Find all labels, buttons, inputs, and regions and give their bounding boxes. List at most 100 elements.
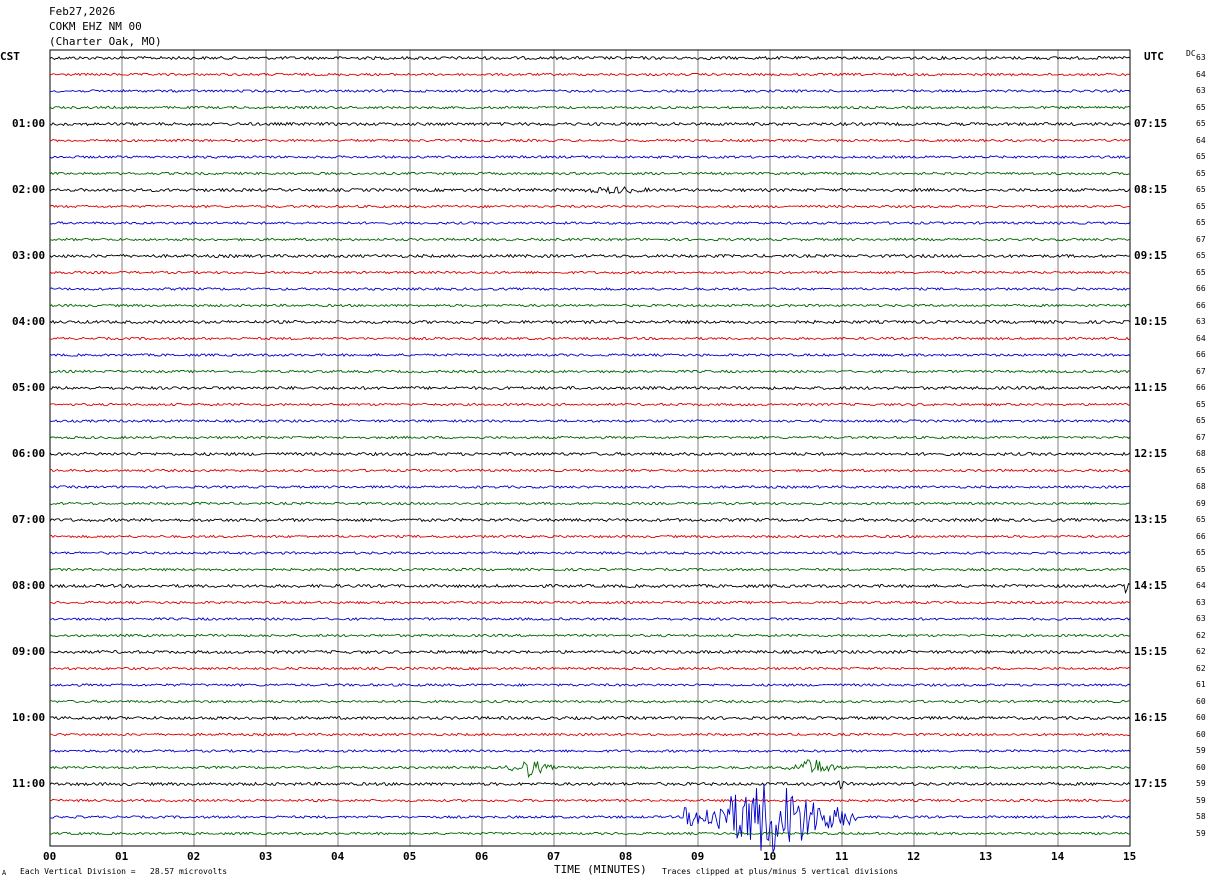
dc-offset-label: 65 <box>1196 119 1206 128</box>
trace-line-20 <box>49 385 1131 391</box>
dc-offset-label: 59 <box>1196 779 1206 788</box>
dc-offset-label: 65 <box>1196 185 1206 194</box>
dc-offset-label: 66 <box>1196 383 1206 392</box>
trace-line-44 <box>49 780 1131 790</box>
x-tick-label: 04 <box>331 850 345 863</box>
dc-offset-label: 62 <box>1196 663 1206 673</box>
left-hour-label: 08:00 <box>12 579 46 592</box>
x-tick-label: 09 <box>691 850 705 863</box>
trace-line-28 <box>49 517 1131 523</box>
dc-offset-label: 67 <box>1196 432 1206 442</box>
dc-offset-label: 66 <box>1196 531 1206 541</box>
dc-offset-label: 66 <box>1196 350 1206 359</box>
trace-line-35 <box>49 633 1131 638</box>
clip-note: Traces clipped at plus/minus 5 vertical … <box>662 867 899 876</box>
trace-line-9 <box>49 204 1131 209</box>
trace-line-4 <box>49 121 1131 127</box>
x-tick-label: 10 <box>763 850 777 863</box>
right-hour-label: 10:15 <box>1134 315 1168 328</box>
dc-label: DC <box>1186 49 1196 58</box>
x-tick-label: 06 <box>475 850 489 863</box>
dc-offset-label: 67 <box>1196 234 1206 244</box>
dc-offset-label: 66 <box>1196 300 1206 310</box>
x-tick-label: 07 <box>547 850 561 863</box>
trace-line-43 <box>49 759 1131 779</box>
trace-line-13 <box>49 270 1131 275</box>
dc-offset-label: 63 <box>1196 53 1206 62</box>
right-hour-label: 16:15 <box>1134 711 1168 724</box>
dc-offset-label: 62 <box>1196 647 1206 656</box>
trace-line-23 <box>49 435 1131 440</box>
dc-offset-label: 64 <box>1196 135 1206 145</box>
trace-line-8 <box>49 186 1131 195</box>
x-tick-label: 00 <box>43 850 57 863</box>
dc-offset-label: 65 <box>1196 515 1206 524</box>
left-hour-label: 06:00 <box>12 447 46 460</box>
dc-offset-label: 60 <box>1196 762 1206 772</box>
trace-line-46 <box>49 783 1131 853</box>
right-hour-label: 13:15 <box>1134 513 1168 526</box>
left-hour-label: 02:00 <box>12 183 46 196</box>
trace-line-39 <box>50 699 1131 704</box>
left-hour-label: 01:00 <box>12 117 46 130</box>
scale-note: Each Vertical Division = 28.57 microvolt… <box>20 867 228 876</box>
right-hour-label: 11:15 <box>1134 381 1168 394</box>
left-hour-label: 09:00 <box>12 645 46 658</box>
left-hour-label: 10:00 <box>12 711 46 724</box>
trace-line-29 <box>49 534 1131 539</box>
dc-offset-label: 65 <box>1196 416 1206 425</box>
left-hour-label: 03:00 <box>12 249 46 262</box>
dc-offset-label: 64 <box>1196 69 1206 79</box>
trace-line-37 <box>49 666 1131 671</box>
left-hour-label: 11:00 <box>12 777 46 790</box>
trace-line-16 <box>49 319 1131 325</box>
right-hour-label: 07:15 <box>1134 117 1168 130</box>
right-hour-label: 14:15 <box>1134 579 1168 592</box>
trace-line-17 <box>49 336 1131 341</box>
x-axis-label: TIME (MINUTES) <box>554 863 647 876</box>
left-hour-label: 05:00 <box>12 381 46 394</box>
trace-line-10 <box>49 221 1131 225</box>
trace-line-31 <box>49 567 1131 572</box>
trace-line-15 <box>49 303 1131 308</box>
right-hour-label: 12:15 <box>1134 447 1168 460</box>
x-tick-label: 05 <box>403 850 417 863</box>
trace-line-24 <box>49 451 1131 457</box>
left-zone-label: CST <box>0 50 20 63</box>
dc-offset-label: 65 <box>1196 102 1206 112</box>
dc-offset-label: 65 <box>1196 564 1206 574</box>
trace-line-34 <box>49 617 1131 621</box>
x-tick-label: 11 <box>835 850 849 863</box>
dc-offset-label: 65 <box>1196 251 1206 260</box>
dc-offset-label: 65 <box>1196 152 1206 161</box>
dc-offset-label: 65 <box>1196 267 1206 277</box>
dc-offset-label: 69 <box>1196 498 1206 508</box>
plot-frame <box>49 49 1131 847</box>
dc-offset-label: 65 <box>1196 548 1206 557</box>
dc-offset-label: 61 <box>1196 680 1206 689</box>
dc-offset-label: 68 <box>1196 482 1206 491</box>
trace-line-5 <box>49 138 1131 143</box>
trace-line-42 <box>49 748 1131 753</box>
dc-offset-label: 65 <box>1196 168 1206 178</box>
x-tick-label: 14 <box>1051 850 1065 863</box>
x-tick-label: 03 <box>259 850 273 863</box>
trace-line-19 <box>49 369 1131 374</box>
trace-line-7 <box>49 171 1131 176</box>
x-tick-label: 08 <box>619 850 633 863</box>
trace-line-2 <box>50 89 1131 93</box>
dc-offset-label: 63 <box>1196 86 1206 95</box>
trace-line-47 <box>49 831 1131 836</box>
dc-offset-label: 68 <box>1196 449 1206 458</box>
trace-line-27 <box>49 501 1131 506</box>
dc-offset-label: 59 <box>1196 795 1206 805</box>
dc-offset-label: 65 <box>1196 218 1206 227</box>
x-tick-label: 02 <box>187 850 201 863</box>
dc-offset-label: 65 <box>1196 399 1206 409</box>
right-zone-label: UTC <box>1144 50 1164 63</box>
dc-offset-label: 63 <box>1196 614 1206 623</box>
right-hour-label: 08:15 <box>1134 183 1168 196</box>
header-location: (Charter Oak, MO) <box>49 35 162 48</box>
dc-offset-label: 63 <box>1196 597 1206 607</box>
dc-offset-label: 60 <box>1196 713 1206 722</box>
